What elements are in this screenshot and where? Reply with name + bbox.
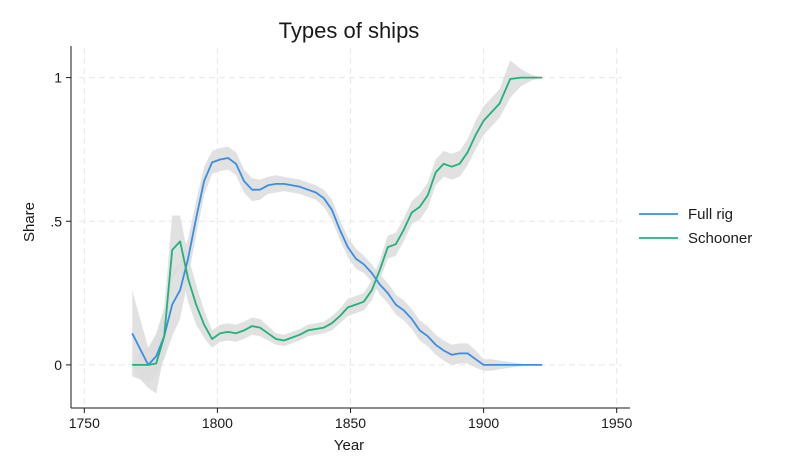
x-tick-label: 1750: [69, 415, 100, 431]
confidence-bands: [132, 60, 543, 394]
x-tick-label: 1900: [468, 415, 499, 431]
series-line-full-rig: [131, 157, 543, 366]
confidence-band-full-rig: [132, 146, 543, 383]
chart-title: Types of ships: [279, 18, 420, 43]
legend-label: Full rig: [688, 206, 733, 223]
y-tick-label: 1: [54, 70, 62, 86]
x-tick-label: 1800: [202, 415, 233, 431]
x-axis-label: Year: [334, 437, 364, 454]
x-axis-ticks: 1750 1800 1850 1900 1950: [69, 408, 632, 431]
legend-item-schooner: Schooner: [639, 230, 752, 247]
x-tick-label: 1950: [601, 415, 632, 431]
series-lines: [131, 76, 543, 366]
y-tick-label: .5: [50, 213, 62, 229]
y-tick-label: 0: [54, 357, 62, 373]
series-line-schooner: [132, 76, 543, 366]
legend: Full rig Schooner: [639, 206, 752, 247]
y-axis-label: Share: [21, 202, 38, 242]
legend-label: Schooner: [688, 230, 752, 247]
y-axis-ticks: 0.51: [50, 70, 71, 373]
x-tick-label: 1850: [335, 415, 366, 431]
confidence-band-schooner: [132, 60, 543, 394]
legend-item-full-rig: Full rig: [639, 206, 733, 223]
